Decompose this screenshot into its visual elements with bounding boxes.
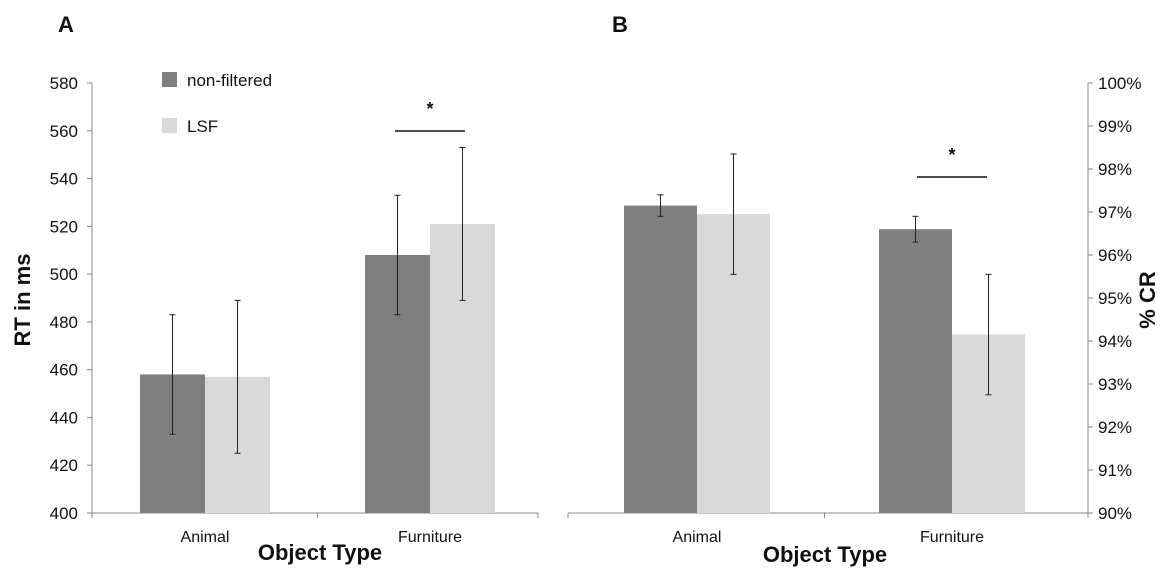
- panel-b-y-tick-label: 97%: [1098, 203, 1132, 222]
- panel-b-y-tick-label: 91%: [1098, 461, 1132, 480]
- legend-label-non-filtered: non-filtered: [187, 71, 272, 90]
- panel-b-xlabel: Object Type: [763, 542, 887, 567]
- panel-a-label: A: [58, 12, 74, 37]
- panel-a-y-tick-label: 440: [50, 408, 78, 427]
- panel-a-y-tick-label: 580: [50, 74, 78, 93]
- panel-a-y-tick-label: 540: [50, 170, 78, 189]
- panel-b-y-tick-label: 93%: [1098, 375, 1132, 394]
- panel-a-x-tick-label: Furniture: [398, 529, 462, 546]
- panel-a-significance-star: *: [426, 99, 433, 119]
- panel-b-y-tick-label: 96%: [1098, 246, 1132, 265]
- panel-a-y-tick-label: 400: [50, 504, 78, 523]
- legend-label-lsf: LSF: [187, 117, 218, 136]
- panel-b-y-tick-label: 99%: [1098, 117, 1132, 136]
- panel-a-ylabel: RT in ms: [10, 254, 35, 347]
- panel-a-y-tick-label: 420: [50, 456, 78, 475]
- panel-a-y-tick-label: 460: [50, 361, 78, 380]
- panel-a-y-tick-label: 480: [50, 313, 78, 332]
- panel-b-y-tick-label: 95%: [1098, 289, 1132, 308]
- legend-swatch-lsf: [162, 118, 177, 133]
- panel-b-x-tick-label: Furniture: [920, 529, 984, 546]
- panel-b-significance-star: *: [948, 145, 955, 165]
- legend-swatch-non-filtered: [162, 72, 177, 87]
- panel-b-y-tick-label: 90%: [1098, 504, 1132, 523]
- panel-a-x-tick-label: Animal: [181, 529, 230, 546]
- panel-a-plot: 400 420 440 460 480 500 520 540 560 580 Animal Furn…: [50, 74, 539, 546]
- panel-b-x-tick-label: Animal: [673, 529, 722, 546]
- panel-b-plot: 90% 91% 92% 93% 94% 95% 96% 97% 98% 99% 100% Animal…: [567, 74, 1141, 546]
- panel-b-bar-furniture-non-filtered: [879, 229, 952, 513]
- panel-a-y-tick-label: 500: [50, 265, 78, 284]
- panel-b-ylabel: % CR: [1135, 271, 1160, 329]
- panel-a-xlabel: Object Type: [258, 540, 382, 565]
- panel-b-y-tick-label: 98%: [1098, 160, 1132, 179]
- panel-b-y-tick-label: 100%: [1098, 74, 1141, 93]
- panel-b-y-tick-label: 92%: [1098, 418, 1132, 437]
- panel-b-y-tick-label: 94%: [1098, 332, 1132, 351]
- panel-b-bar-animal-non-filtered: [624, 205, 697, 514]
- panel-b-label: B: [612, 12, 628, 37]
- panel-a-y-tick-label: 560: [50, 122, 78, 141]
- panel-a-y-tick-label: 520: [50, 217, 78, 236]
